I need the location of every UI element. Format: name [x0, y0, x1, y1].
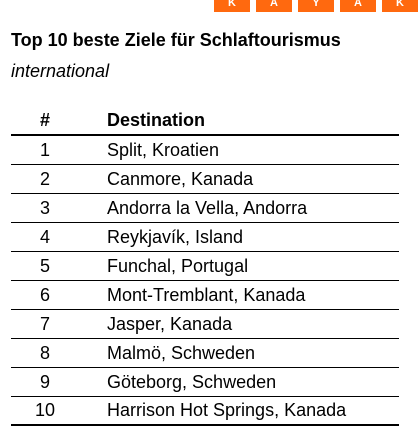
destination-cell: Mont-Tremblant, Kanada — [107, 284, 306, 305]
rank-cell: 9 — [39, 371, 50, 392]
kayak-logo: K A Y A K — [214, 0, 418, 12]
destination-cell: Harrison Hot Springs, Kanada — [107, 400, 347, 420]
table-row: 5 Funchal, Portugal — [11, 252, 399, 281]
rank-cell: 8 — [39, 342, 50, 363]
logo-letter: K — [214, 0, 250, 12]
logo-letter: Y — [298, 0, 334, 12]
table-row: 4 Reykjavík, Island — [11, 223, 399, 252]
table-row: 2 Canmore, Kanada — [11, 165, 399, 194]
rank-cell: 10 — [34, 400, 56, 420]
destination-cell: Reykjavík, Island — [107, 226, 244, 247]
rank-cell: 4 — [39, 226, 50, 247]
destination-cell: Funchal, Portugal — [107, 255, 249, 276]
logo-letter: A — [256, 0, 292, 12]
destination-cell: Canmore, Kanada — [107, 168, 254, 189]
table-header-row: # Destination — [11, 106, 399, 136]
page-title: Top 10 beste Ziele für Schlaftourismus — [11, 30, 341, 50]
destination-cell: Andorra la Vella, Andorra — [107, 197, 308, 218]
table-row: 6 Mont-Tremblant, Kanada — [11, 281, 399, 310]
table-row: 10 Harrison Hot Springs, Kanada — [11, 397, 399, 426]
rank-cell: 3 — [39, 197, 50, 218]
table-row: 8 Malmö, Schweden — [11, 339, 399, 368]
logo-letter: A — [340, 0, 376, 12]
rank-cell: 1 — [39, 139, 50, 160]
rank-cell: 7 — [39, 313, 50, 334]
rank-cell: 5 — [39, 255, 50, 276]
header-rank: # — [39, 109, 50, 130]
page-subtitle: international — [11, 61, 110, 81]
table-row: 9 Göteborg, Schweden — [11, 368, 399, 397]
table-row: 1 Split, Kroatien — [11, 136, 399, 165]
logo-letter: K — [382, 0, 418, 12]
destination-cell: Malmö, Schweden — [107, 342, 256, 363]
header-destination: Destination — [107, 109, 206, 130]
rank-cell: 2 — [39, 168, 50, 189]
table-row: 7 Jasper, Kanada — [11, 310, 399, 339]
destination-cell: Split, Kroatien — [107, 139, 220, 160]
rank-cell: 6 — [39, 284, 50, 305]
destination-cell: Jasper, Kanada — [107, 313, 233, 334]
table-row: 3 Andorra la Vella, Andorra — [11, 194, 399, 223]
ranking-table: # Destination 1 Split, Kroatien 2 Canmor… — [11, 106, 399, 426]
destination-cell: Göteborg, Schweden — [107, 371, 277, 392]
